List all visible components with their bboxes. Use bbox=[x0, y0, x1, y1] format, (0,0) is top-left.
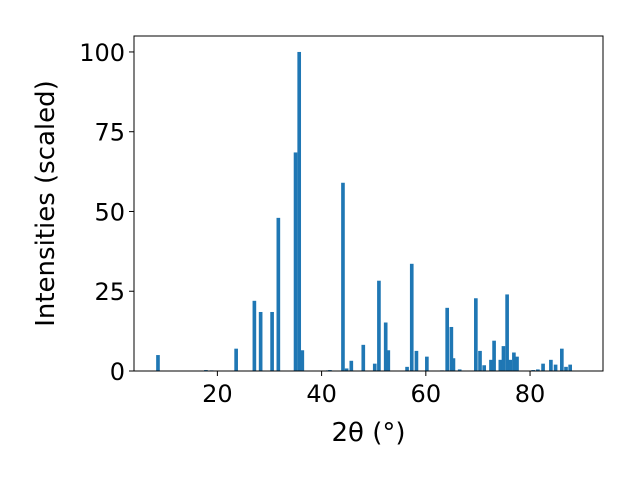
bar bbox=[349, 360, 354, 371]
plot-frame bbox=[133, 35, 604, 372]
bar bbox=[451, 358, 456, 371]
bar bbox=[549, 359, 553, 371]
bar bbox=[344, 368, 349, 371]
bar bbox=[297, 51, 302, 371]
bar bbox=[445, 307, 450, 371]
bar bbox=[474, 298, 478, 371]
bar-series bbox=[156, 51, 572, 371]
bar bbox=[536, 369, 540, 371]
bar bbox=[300, 350, 305, 371]
bar bbox=[478, 350, 482, 371]
bar bbox=[449, 326, 454, 371]
y-axis-ticks: 0 25 50 75 100 bbox=[79, 39, 134, 386]
bar bbox=[489, 359, 493, 371]
x-tick-label: 20 bbox=[202, 380, 233, 408]
x-tick-label: 80 bbox=[515, 380, 546, 408]
bar bbox=[372, 363, 377, 371]
bar bbox=[361, 344, 366, 371]
y-tick-label: 0 bbox=[110, 358, 125, 386]
y-tick-label: 75 bbox=[94, 119, 125, 147]
bar bbox=[560, 348, 564, 371]
bar bbox=[498, 359, 503, 371]
bar bbox=[409, 263, 414, 371]
bar bbox=[270, 311, 274, 371]
bar bbox=[508, 359, 513, 371]
bar bbox=[501, 346, 506, 371]
bar bbox=[492, 340, 496, 371]
bar bbox=[515, 356, 519, 371]
bar bbox=[505, 294, 509, 371]
bar bbox=[425, 356, 429, 371]
bar bbox=[276, 217, 281, 371]
y-tick-label: 50 bbox=[94, 198, 125, 226]
x-axis-label: 2θ (°) bbox=[331, 418, 405, 448]
y-axis-label: Intensities (scaled) bbox=[31, 80, 61, 327]
bar bbox=[457, 369, 462, 371]
bar bbox=[414, 350, 419, 371]
bar bbox=[383, 322, 388, 371]
bar bbox=[258, 311, 263, 371]
bar bbox=[553, 364, 558, 371]
bar bbox=[564, 366, 568, 371]
y-tick-label: 25 bbox=[94, 278, 125, 306]
bar bbox=[512, 352, 516, 371]
bar bbox=[541, 363, 545, 371]
bar bbox=[377, 280, 381, 371]
bar bbox=[341, 182, 345, 371]
x-tick-label: 60 bbox=[411, 380, 442, 408]
x-axis-ticks: 20 40 60 80 bbox=[202, 371, 545, 408]
y-tick-label: 100 bbox=[79, 39, 125, 67]
bar bbox=[156, 355, 160, 371]
x-tick-label: 40 bbox=[306, 380, 337, 408]
bar bbox=[234, 348, 238, 371]
bar bbox=[482, 365, 487, 371]
bar bbox=[293, 152, 298, 371]
bar bbox=[252, 300, 257, 371]
bar bbox=[405, 366, 409, 371]
bar bbox=[568, 364, 572, 371]
bar bbox=[386, 350, 391, 371]
